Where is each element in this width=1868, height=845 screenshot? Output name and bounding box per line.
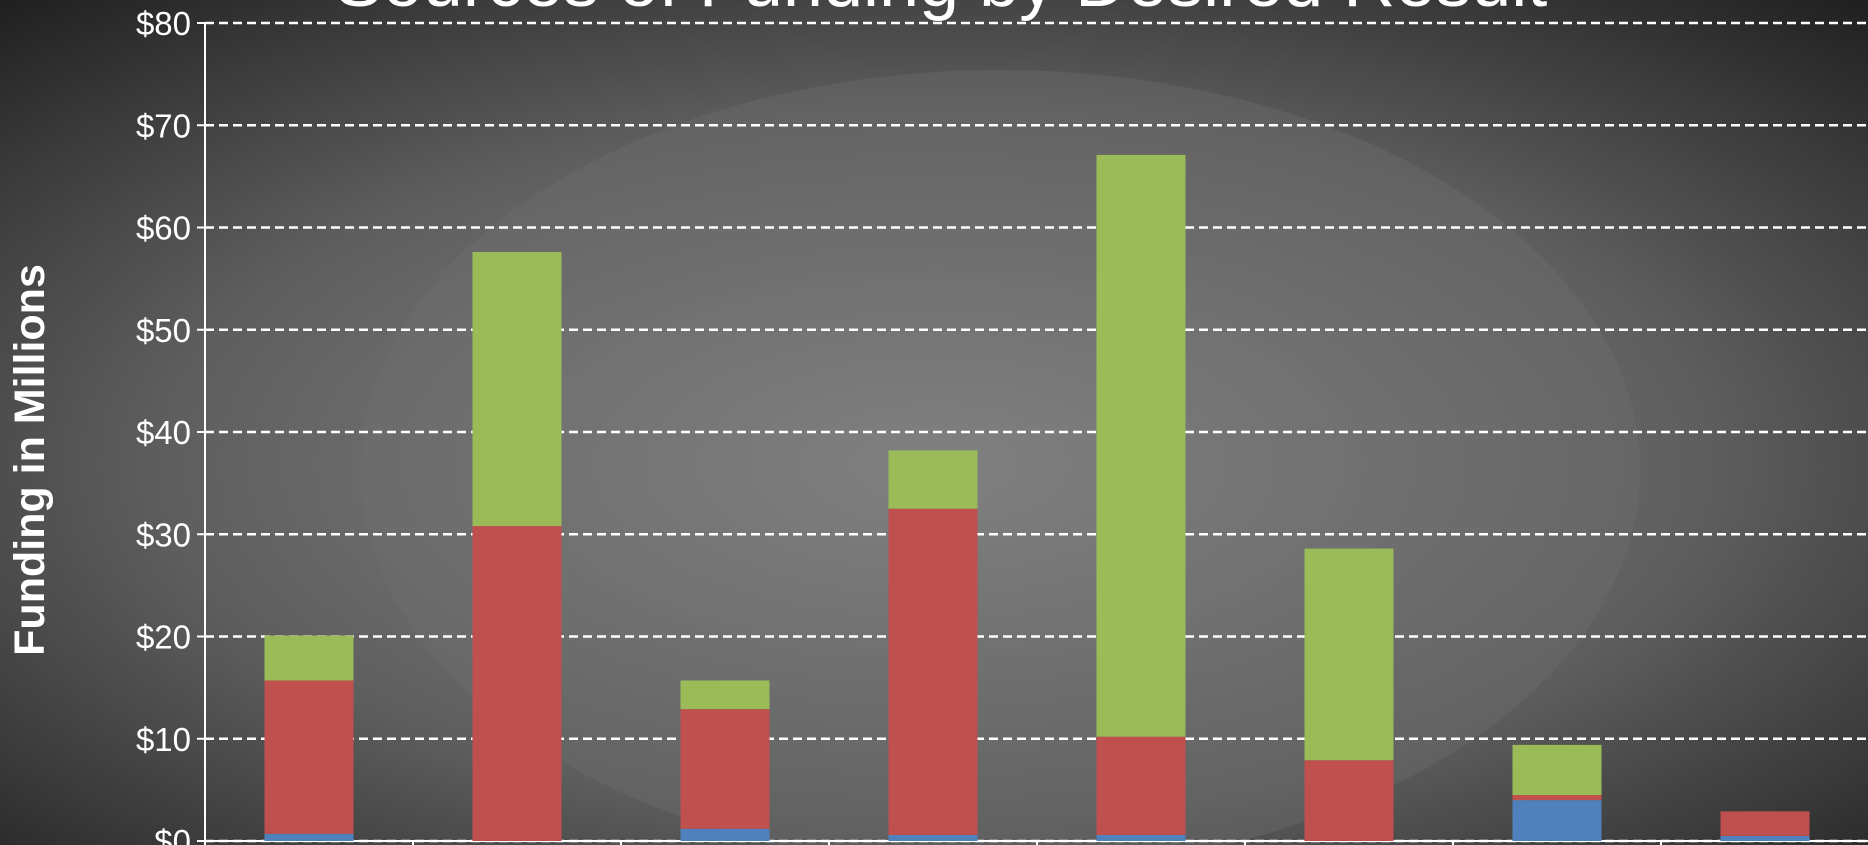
bar-segment — [1720, 835, 1810, 841]
bar-segment — [1096, 834, 1186, 841]
bar-segment — [1304, 548, 1394, 761]
bar-segment — [680, 680, 770, 710]
y-tick-label: $50 — [136, 312, 191, 349]
y-tick-label: $80 — [136, 5, 191, 42]
plot-area: $0 $10 $20 $30 $40 $50 $60 $70 $80 — [136, 5, 1868, 845]
bar-segment — [888, 450, 978, 509]
bar-segment — [1512, 794, 1602, 801]
bar-segment — [472, 526, 562, 841]
bar-segment — [1096, 154, 1186, 737]
bar-segment — [1512, 800, 1602, 841]
bar-segment — [1720, 811, 1810, 836]
y-tick-label: $10 — [136, 721, 191, 758]
bar-segment — [264, 680, 354, 834]
bar-segment — [680, 709, 770, 829]
y-tick-label: $40 — [136, 414, 191, 451]
bar-segment — [1512, 744, 1602, 795]
y-axis-label: Funding in Millions — [6, 264, 54, 656]
bar-segment — [888, 834, 978, 841]
chart-title: Sources of Funding by Desired Result — [335, 0, 1548, 22]
y-tick-label: $0 — [154, 823, 191, 845]
bar-segment — [264, 635, 354, 681]
y-tick-label: $20 — [136, 619, 191, 656]
y-tick-label: $60 — [136, 210, 191, 247]
bar-segment — [1304, 760, 1394, 841]
bar-segment — [472, 252, 562, 527]
bar-segment — [888, 508, 978, 835]
bar-segment — [264, 833, 354, 841]
y-tick-label: $70 — [136, 107, 191, 144]
y-tick-label: $30 — [136, 516, 191, 553]
bar-segment — [1096, 736, 1186, 835]
bar-segment — [680, 828, 770, 841]
